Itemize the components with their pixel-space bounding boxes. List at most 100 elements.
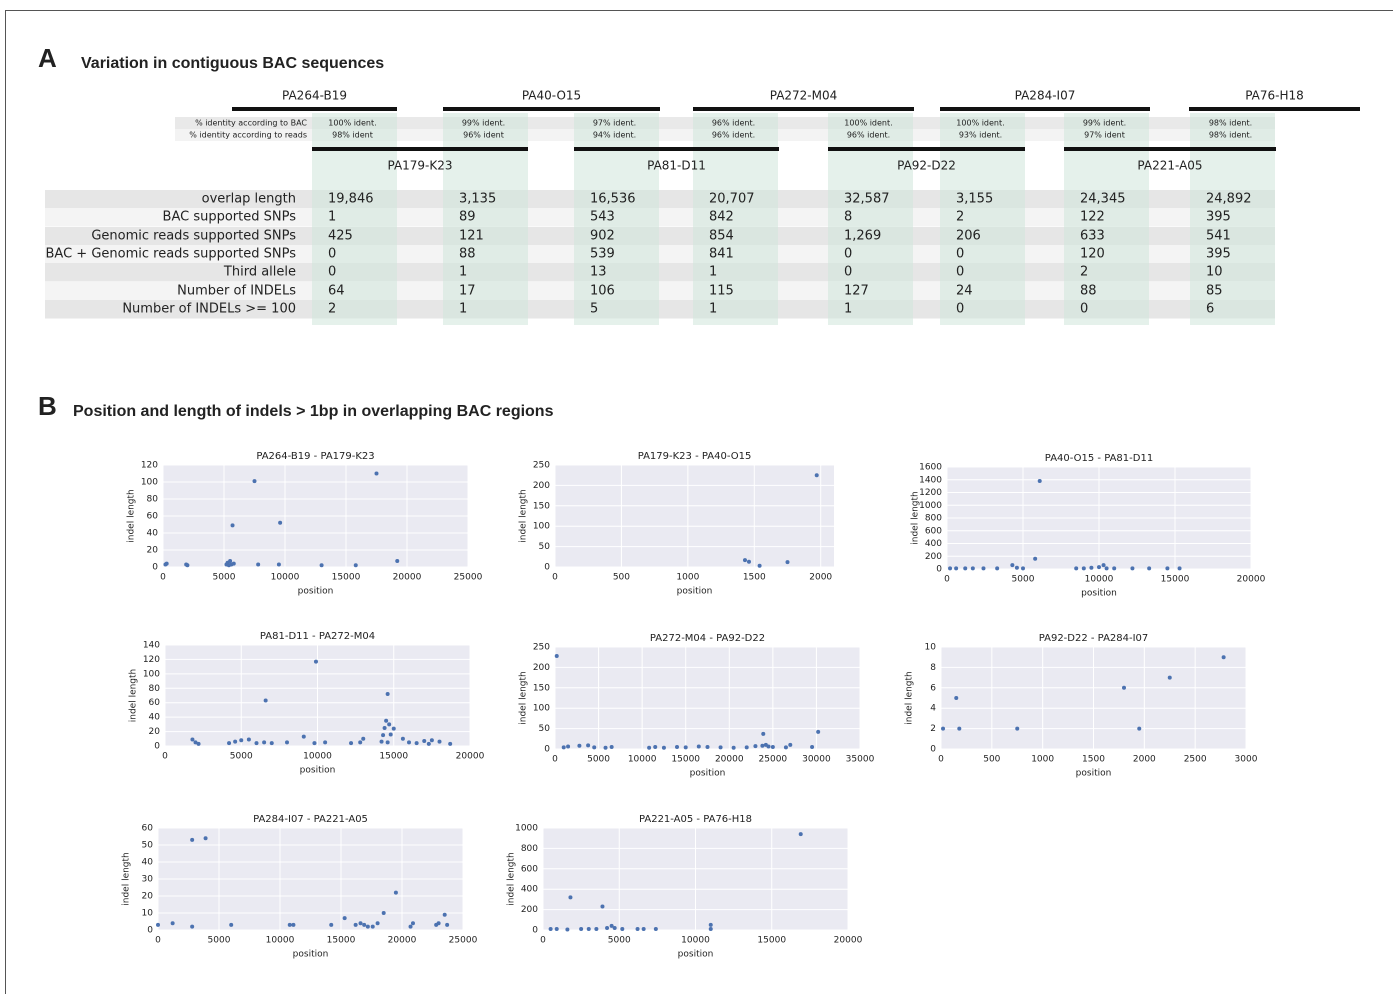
- y-tick-label: 800: [925, 514, 942, 524]
- point: [757, 563, 762, 568]
- point: [422, 738, 427, 743]
- point: [612, 925, 617, 930]
- cell-value: 16,536: [590, 192, 636, 207]
- point: [385, 740, 390, 745]
- cell-value: 0: [328, 265, 336, 280]
- identity-value: 99% ident.: [462, 119, 505, 128]
- column-shade: [1064, 113, 1149, 325]
- point: [276, 562, 281, 567]
- point: [185, 563, 190, 568]
- frame: [5, 10, 1393, 994]
- x-tick-label: 10000: [681, 936, 710, 946]
- point: [190, 924, 195, 929]
- y-tick-label: 20: [142, 892, 154, 902]
- point: [313, 659, 318, 664]
- point: [385, 692, 390, 697]
- y-tick-label: 400: [521, 885, 538, 895]
- y-tick-label: 800: [521, 844, 538, 854]
- point: [970, 566, 975, 571]
- point: [252, 479, 257, 484]
- point: [230, 523, 235, 528]
- point: [190, 737, 195, 742]
- point: [407, 740, 411, 745]
- y-axis-label: indel length: [122, 852, 132, 906]
- point: [410, 921, 415, 926]
- point: [246, 737, 251, 742]
- x-axis-label: position: [300, 766, 336, 776]
- point: [291, 922, 296, 927]
- x-tick-label: 30000: [802, 755, 831, 765]
- y-tick-label: 1200: [919, 488, 942, 498]
- cell-value: 2: [956, 210, 964, 225]
- x-tick-label: 5000: [213, 573, 236, 583]
- y-tick-label: 200: [925, 552, 942, 562]
- y-tick-label: 0: [544, 745, 550, 755]
- y-tick-label: 120: [141, 461, 158, 471]
- point: [382, 725, 387, 730]
- point: [408, 924, 413, 929]
- bac-label: PA40-O15: [522, 89, 581, 103]
- point: [437, 739, 442, 744]
- point: [705, 744, 710, 749]
- point: [1167, 675, 1172, 680]
- x-tick-label: 3000: [1235, 755, 1258, 765]
- identity-value: 100% ident.: [956, 119, 1004, 128]
- y-tick-label: 10: [142, 909, 154, 919]
- point: [353, 563, 358, 568]
- y-axis-label: indel length: [519, 671, 529, 725]
- y-tick-label: 60: [149, 698, 161, 708]
- row-label: BAC supported SNPs: [163, 210, 297, 225]
- point: [554, 926, 559, 931]
- cell-value: 395: [1206, 247, 1231, 262]
- x-axis-label: position: [1076, 769, 1112, 779]
- point: [263, 698, 268, 703]
- cell-value: 121: [459, 229, 484, 244]
- identity-value: 96% ident.: [847, 131, 890, 140]
- x-tick-label: 20000: [393, 573, 422, 583]
- x-tick-label: 20000: [715, 755, 744, 765]
- chart-title: PA81-D11 - PA272-M04: [260, 631, 375, 642]
- x-tick-label: 25000: [449, 936, 478, 946]
- x-tick-label: 1000: [1031, 755, 1054, 765]
- bac-bar: [940, 107, 1150, 111]
- y-tick-label: 60: [142, 824, 154, 834]
- cell-value: 127: [844, 284, 869, 299]
- cell-value: 1: [844, 302, 852, 317]
- y-axis-label: indel length: [911, 491, 921, 545]
- cell-value: 88: [459, 247, 476, 262]
- point: [568, 895, 573, 900]
- identity-label: % identity according to reads: [189, 131, 307, 140]
- x-tick-label: 5000: [587, 755, 610, 765]
- cell-value: 206: [956, 229, 981, 244]
- y-tick-label: 20: [147, 546, 159, 556]
- row-label: Genomic reads supported SNPs: [91, 229, 296, 244]
- point: [387, 722, 392, 727]
- column-shade: [574, 113, 659, 325]
- y-axis-label: indel length: [519, 489, 529, 543]
- point: [1137, 726, 1142, 731]
- bac-bar: [1189, 107, 1360, 111]
- point: [445, 922, 450, 927]
- chart-title: PA92-D22 - PA284-I07: [1039, 633, 1149, 644]
- cell-value: 106: [590, 284, 615, 299]
- cell-value: 1: [459, 302, 467, 317]
- point: [586, 926, 591, 931]
- point: [262, 740, 267, 745]
- panel-letter: B: [38, 391, 57, 421]
- y-tick-label: 40: [142, 858, 154, 868]
- point: [269, 741, 274, 746]
- point: [233, 739, 238, 744]
- cell-value: 10: [1206, 265, 1223, 280]
- point: [653, 744, 658, 749]
- cell-value: 841: [709, 247, 734, 262]
- point: [1033, 556, 1038, 561]
- point: [448, 741, 453, 746]
- x-tick-label: 0: [160, 573, 166, 583]
- plot-area: [555, 647, 860, 749]
- point: [362, 922, 367, 927]
- y-tick-label: 120: [143, 655, 160, 665]
- point: [579, 926, 584, 931]
- y-tick-label: 600: [521, 864, 538, 874]
- point: [358, 740, 363, 745]
